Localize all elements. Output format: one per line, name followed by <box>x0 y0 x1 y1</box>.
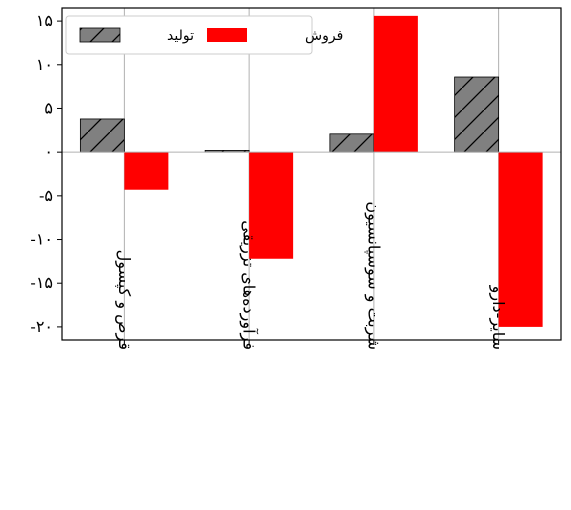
bar-sales-0 <box>124 152 169 190</box>
x-tick-label: فرآورده‌های تزریقی <box>239 220 259 350</box>
y-tick-label: ۱۰ <box>36 55 53 74</box>
bar-production-2 <box>329 133 375 153</box>
y-tick-label: -۱۵ <box>30 273 53 292</box>
y-tick-label: -۱۰ <box>30 230 53 249</box>
x-tick-label: سایر-دارو <box>488 285 508 350</box>
y-tick-label: -۲۰ <box>30 317 53 336</box>
gridlines <box>123 8 500 340</box>
x-axis-ticks: قرص و کپسول فرآورده‌های تزریقی شربت و سوسپ… <box>114 201 508 350</box>
bar-production-3 <box>454 76 500 153</box>
bars <box>79 15 543 327</box>
plot-frame <box>61 7 562 341</box>
bar-production-0 <box>79 118 125 153</box>
y-tick-label: ۱۵ <box>36 11 53 30</box>
y-axis-ticks: ۱۵ ۱۰ ۵ ۰ -۵ -۱۰ -۱۵ -۲۰ <box>30 11 62 336</box>
y-tick-label: ۵ <box>44 98 53 117</box>
y-tick-label: ۰ <box>44 142 53 161</box>
legend-label-sales: فروش <box>305 28 343 44</box>
legend: تولید فروش <box>65 15 343 55</box>
bar-sales-1 <box>249 152 294 259</box>
x-tick-label: شربت و سوسپانسیون <box>363 201 383 350</box>
x-tick-label: قرص و کپسول <box>114 250 134 350</box>
legend-swatch-sales <box>207 28 247 42</box>
legend-box <box>65 15 313 55</box>
bar-sales-2 <box>373 15 418 153</box>
legend-label-production: تولید <box>167 28 194 44</box>
bar-sales-3 <box>498 152 543 327</box>
legend-swatch-production <box>79 27 121 43</box>
y-tick-label: -۵ <box>39 186 53 205</box>
